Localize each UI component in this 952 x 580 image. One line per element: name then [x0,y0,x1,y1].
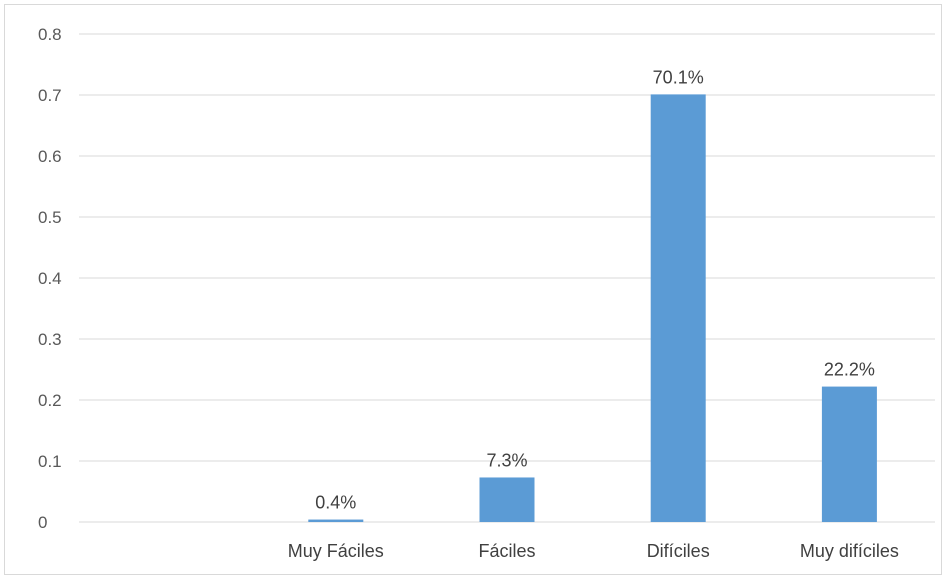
y-tick-label: 0.8 [38,25,62,44]
bar [308,519,364,522]
data-label: 7.3% [486,450,527,470]
y-tick-label: 0.6 [38,147,62,166]
bar [479,477,535,522]
data-label: 22.2% [824,360,875,380]
y-tick-label: 0.5 [38,208,62,227]
bar [821,386,877,522]
data-label: 0.4% [315,493,356,513]
y-tick-label: 0.1 [38,452,62,471]
y-tick-label: 0.2 [38,391,62,410]
y-tick-label: 0.7 [38,86,62,105]
bar [650,94,706,522]
category-label: Difíciles [647,541,710,561]
y-tick-label: 0.4 [38,269,62,288]
category-label: Fáciles [478,541,535,561]
y-tick-label: 0.3 [38,330,62,349]
y-tick-label: 0 [38,513,47,532]
data-label: 70.1% [653,67,704,87]
chart-frame [4,4,942,575]
category-label: Muy Fáciles [288,541,384,561]
category-label: Muy difíciles [800,541,899,561]
